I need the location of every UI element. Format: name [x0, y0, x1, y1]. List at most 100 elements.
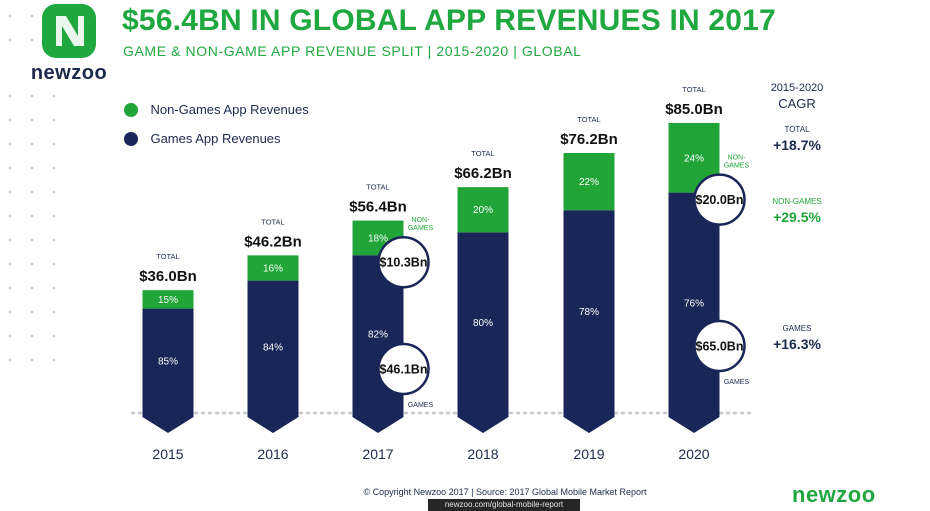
share-label-non-games-2017: 18%	[368, 233, 388, 244]
background-dot	[30, 190, 34, 194]
total-caption-2015: TOTAL	[156, 252, 179, 261]
callout-non-games-2020: $20.0Bn NON-GAMES	[693, 155, 750, 226]
background-dot	[8, 286, 12, 290]
background-dot	[52, 214, 56, 218]
legend-swatch-non-games	[124, 102, 138, 117]
share-label-non-games-2016: 16%	[263, 263, 283, 274]
callout-label-games-2017: GAMES	[408, 402, 434, 409]
cagr-games-value: +16.3%	[773, 336, 821, 352]
callout-value-games-2017: $46.1Bn	[380, 363, 428, 377]
callout-circle-non-games-2017	[377, 235, 430, 289]
legend-swatch-games	[124, 131, 138, 146]
background-dot	[52, 166, 56, 170]
cagr-non-games-label: NON-GAMES	[772, 197, 822, 206]
background-dot	[30, 310, 34, 314]
background-dot	[8, 190, 12, 194]
newzoo-logo-icon	[42, 4, 96, 58]
background-dot	[52, 262, 56, 266]
total-caption-2018: TOTAL	[471, 149, 494, 158]
callout-label-non-games-2020: NON-GAMES	[724, 155, 750, 170]
background-dot	[52, 310, 56, 314]
newzoo-wordmark-bottom: newzoo	[792, 482, 876, 507]
background-dot	[8, 238, 12, 242]
background-dot	[30, 358, 34, 362]
total-caption-2020: TOTAL	[682, 85, 705, 94]
bar-segment-games-2018	[457, 232, 509, 413]
x-tick-label-2015: 2015	[152, 446, 183, 462]
callout-games-2017: $46.1Bn GAMES	[377, 342, 434, 409]
background-dot	[52, 358, 56, 362]
background-dot	[52, 190, 56, 194]
x-tick-label-2020: 2020	[678, 446, 709, 462]
share-label-games-2017: 82%	[368, 330, 388, 341]
total-caption-2016: TOTAL	[261, 217, 284, 226]
background-dot-grid	[8, 14, 56, 362]
share-label-non-games-2020: 24%	[684, 153, 704, 164]
background-dot	[52, 118, 56, 122]
bar-2020: 24% 76% TOTAL $85.0Bn 2020	[665, 85, 723, 462]
share-label-games-2016: 84%	[263, 342, 283, 353]
background-dot	[8, 214, 12, 218]
x-tick-label-2018: 2018	[467, 446, 498, 462]
legend-item-non-games: Non-Games App Revenues	[124, 101, 309, 119]
copyright-footer: © Copyright Newzoo 2017 | Source: 2017 G…	[363, 487, 647, 497]
callout-value-games-2020: $65.0Bn	[696, 340, 744, 354]
legend-item-games: Games App Revenues	[124, 130, 281, 148]
background-dot	[52, 94, 56, 98]
background-dot	[8, 14, 12, 18]
background-dot	[30, 334, 34, 338]
chart-subtitle: GAME & NON-GAME APP REVENUE SPLIT | 2015…	[123, 43, 582, 59]
bar-arrow-tip-2016	[247, 413, 299, 433]
share-label-non-games-2019: 22%	[579, 177, 599, 188]
background-dot	[8, 262, 12, 266]
bar-segment-games-2016	[247, 280, 299, 413]
total-value-2016: $46.2Bn	[244, 233, 302, 250]
background-dot	[30, 118, 34, 122]
bar-2018: 20% 80% TOTAL $66.2Bn 2018	[454, 149, 512, 462]
bar-segment-non-games-2019	[563, 153, 615, 211]
total-value-2017: $56.4Bn	[349, 199, 407, 216]
bar-arrow-tip-2019	[563, 413, 615, 433]
total-value-2019: $76.2Bn	[560, 131, 618, 148]
bar-segment-games-2015	[142, 308, 194, 413]
share-label-games-2015: 85%	[158, 356, 178, 367]
total-value-2015: $36.0Bn	[139, 268, 197, 285]
cagr-non-games-value: +29.5%	[773, 209, 821, 225]
callout-value-non-games-2020: $20.0Bn	[696, 193, 744, 207]
background-dot	[8, 310, 12, 314]
total-caption-2017: TOTAL	[366, 183, 389, 192]
background-dot	[8, 94, 12, 98]
background-dot	[30, 238, 34, 242]
callout-label-non-games-2017: NON-GAMES	[408, 217, 434, 232]
chart-title: $56.4BN IN GLOBAL APP REVENUES IN 2017	[122, 4, 776, 37]
background-dot	[8, 38, 12, 42]
report-url-bar: newzoo.com/global-mobile-report	[428, 499, 580, 511]
share-label-non-games-2018: 20%	[473, 205, 493, 216]
background-dot	[8, 118, 12, 122]
background-dot	[8, 358, 12, 362]
background-dot	[8, 166, 12, 170]
background-dot	[30, 38, 34, 42]
x-tick-label-2017: 2017	[362, 446, 393, 462]
callout-non-games-2017: $10.3Bn NON-GAMES	[377, 217, 434, 289]
cagr-header-period: 2015-2020	[770, 82, 824, 94]
total-caption-2019: TOTAL	[577, 115, 600, 124]
legend-label-games: Games App Revenues	[150, 131, 281, 147]
background-dot	[52, 334, 56, 338]
bar-arrow-tip-2017	[352, 413, 404, 433]
cagr-total-value: +18.7%	[773, 137, 821, 153]
total-value-2020: $85.0Bn	[665, 101, 723, 118]
background-dot	[30, 94, 34, 98]
background-dot	[52, 286, 56, 290]
bar-arrow-tip-2020	[668, 413, 720, 433]
callout-value-non-games-2017: $10.3Bn	[380, 256, 428, 270]
callout-circle-non-games-2020	[693, 173, 746, 226]
callout-label-games-2020: GAMES	[724, 379, 750, 386]
share-label-games-2018: 80%	[473, 318, 493, 329]
bar-2019: 22% 78% TOTAL $76.2Bn 2019	[560, 115, 618, 462]
bar-arrow-tip-2015	[142, 413, 194, 433]
newzoo-logo-wordmark: newzoo	[30, 62, 108, 84]
share-label-games-2020: 76%	[684, 298, 704, 309]
callout-circle-games-2017	[377, 342, 430, 396]
